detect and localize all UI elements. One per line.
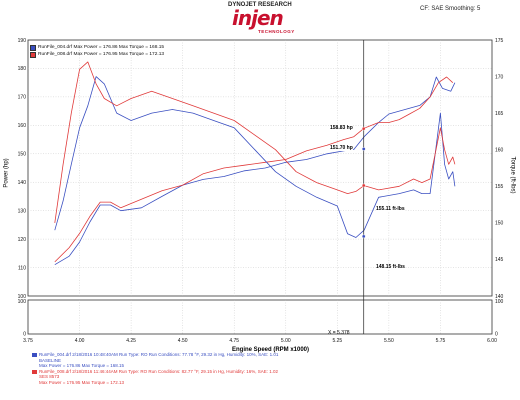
lower-panel-frame bbox=[27, 299, 493, 335]
y-tick-right-label: 155 bbox=[495, 184, 504, 190]
y-tick-left-label: 170 bbox=[18, 95, 27, 101]
y-tick-left-label: 190 bbox=[18, 38, 27, 44]
plot-frame bbox=[27, 39, 493, 297]
y-axis-left-title: Power (hp) bbox=[3, 158, 10, 188]
y-tick-left-label: 120 bbox=[18, 237, 27, 243]
legend-text-run1: RunFile_004.drf Max Power = 176.86 Max T… bbox=[38, 45, 165, 50]
y-axis-right-title: Torque (ft-lbs) bbox=[509, 156, 516, 194]
y-tick-right-label: 145 bbox=[495, 257, 504, 263]
dyno-research-label: DYNOJET RESEARCH bbox=[228, 2, 292, 8]
run1-info-line: RunFile_004.drf 2/18/2016 10:48:40AM Run… bbox=[32, 352, 278, 358]
legend-item: RunFile_008.drf Max Power = 176.95 Max T… bbox=[30, 51, 164, 58]
series-line-torque-run1 bbox=[54, 76, 456, 238]
series-line-power-run2 bbox=[54, 76, 454, 263]
y-tick-left-label: 110 bbox=[18, 265, 26, 271]
y-tick-right-label: 165 bbox=[495, 111, 504, 117]
marker-tq-run2 bbox=[361, 183, 366, 188]
y-tick-right-label: 140 bbox=[495, 294, 504, 300]
lower-tick-right-label: 0 bbox=[495, 332, 498, 338]
legend-text-run2: RunFile_008.drf Max Power = 176.95 Max T… bbox=[38, 52, 165, 57]
y-tick-left-label: 140 bbox=[18, 180, 27, 186]
x-tick-label: 5.50 bbox=[384, 338, 394, 344]
run2-label: SES 8573 bbox=[39, 374, 60, 380]
corrections-label: CF: SAE Smoothing: 5 bbox=[420, 6, 481, 12]
run2-max: Max Power = 176.95 Max Torque = 172.13 bbox=[39, 379, 124, 385]
run2-swatch bbox=[32, 369, 37, 374]
lower-tick-label: 0 bbox=[23, 332, 26, 338]
series-line-torque-run2 bbox=[54, 61, 456, 223]
y-tick-left-label: 160 bbox=[18, 123, 27, 129]
y-tick-right-label: 170 bbox=[495, 74, 504, 80]
y-tick-left-label: 130 bbox=[18, 208, 27, 214]
series-line-power-run1 bbox=[54, 76, 456, 266]
legend-swatch-run2 bbox=[30, 51, 36, 58]
y-tick-left-label: 180 bbox=[18, 66, 27, 72]
annotation-hp-158: 158.83 hp bbox=[330, 125, 353, 131]
run-info-panel: RunFile_004.drf 2/18/2016 10:48:40AM Run… bbox=[32, 352, 278, 386]
run1-swatch bbox=[32, 352, 37, 357]
legend-item: RunFile_004.drf Max Power = 176.86 Max T… bbox=[30, 44, 164, 51]
annotation-tq-148: 148.15 ft-lbs bbox=[376, 264, 405, 270]
annotation-hp-151: 151.70 hp bbox=[330, 145, 353, 151]
y-tick-right-label: 150 bbox=[495, 221, 504, 227]
y-tick-left-label: 100 bbox=[18, 294, 27, 300]
lower-tick-label: 100 bbox=[18, 299, 27, 305]
x-axis-title: Engine Speed (RPM x1000) bbox=[232, 347, 310, 353]
annotation-tq-155: 155.11 ft-lbs bbox=[376, 206, 405, 212]
x-tick-label: 5.75 bbox=[436, 338, 446, 344]
y-tick-right-label: 175 bbox=[495, 38, 504, 44]
x-tick-label: 4.75 bbox=[229, 338, 239, 344]
x-tick-label: 6.00 bbox=[487, 338, 497, 344]
injen-logo-subtitle: TECHNOLOGY bbox=[258, 29, 295, 34]
injen-logo: injen bbox=[232, 6, 284, 30]
x-tick-label: 5.00 bbox=[281, 338, 291, 344]
x-tick-label: 4.00 bbox=[75, 338, 85, 344]
run1-details: RunFile_004.drf 2/18/2016 10:48:40AM Run… bbox=[39, 352, 279, 357]
marker-hp-run1 bbox=[361, 147, 366, 151]
marker-hp-run2 bbox=[361, 126, 366, 131]
y-tick-right-label: 160 bbox=[495, 148, 504, 154]
legend: RunFile_004.drf Max Power = 176.86 Max T… bbox=[30, 44, 164, 58]
run1-label: BASELINE bbox=[39, 357, 62, 363]
y-tick-left-label: 150 bbox=[18, 152, 27, 158]
x-tick-label: 4.50 bbox=[178, 338, 188, 344]
run2-info-line: RunFile_008.drf 2/18/2016 11:46:44AM Run… bbox=[32, 369, 278, 375]
legend-swatch-run1 bbox=[30, 44, 36, 51]
lower-tick-right-label: 100 bbox=[495, 299, 504, 305]
x-tick-label: 3.75 bbox=[23, 338, 33, 344]
cursor-readout: X = 5.378 bbox=[328, 330, 350, 336]
run2-details: RunFile_008.drf 2/18/2016 11:46:44AM Run… bbox=[39, 368, 279, 374]
x-tick-label: 5.25 bbox=[332, 338, 342, 344]
x-tick-label: 4.25 bbox=[126, 338, 136, 344]
run1-max: Max Power = 176.86 Max Torque = 168.15 bbox=[39, 363, 124, 369]
marker-tq-run1 bbox=[361, 234, 366, 239]
